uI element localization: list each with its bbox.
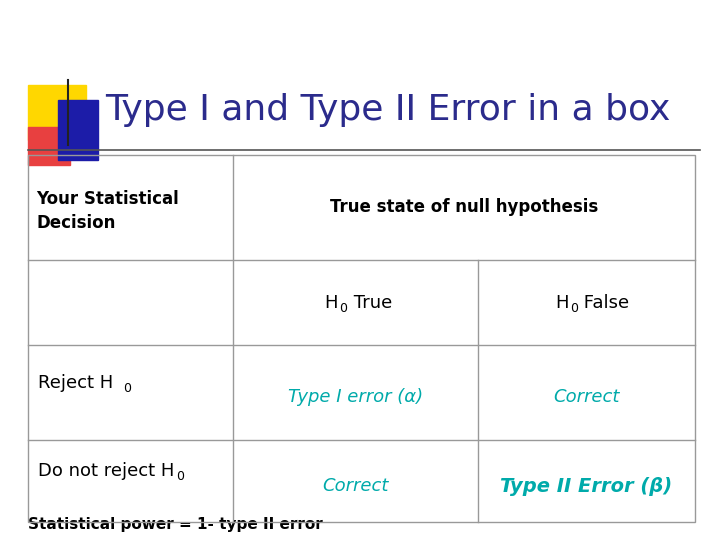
Text: Decision: Decision xyxy=(36,214,115,233)
Text: 0: 0 xyxy=(570,302,578,315)
Text: Statistical power = 1- type II error: Statistical power = 1- type II error xyxy=(28,517,323,532)
Text: H: H xyxy=(555,294,569,312)
Bar xyxy=(28,85,86,140)
Bar xyxy=(28,127,70,165)
Bar xyxy=(58,100,98,160)
Bar xyxy=(28,155,695,522)
Text: Type I and Type II Error in a box: Type I and Type II Error in a box xyxy=(105,93,670,127)
Text: 0: 0 xyxy=(176,470,184,483)
Text: 0: 0 xyxy=(123,382,131,395)
Text: True state of null hypothesis: True state of null hypothesis xyxy=(330,199,598,217)
Text: Correct: Correct xyxy=(323,477,389,495)
Text: False: False xyxy=(578,294,629,312)
Text: Reject H: Reject H xyxy=(38,374,113,391)
Text: Type I error (α): Type I error (α) xyxy=(288,388,423,407)
Text: Correct: Correct xyxy=(553,388,620,407)
Text: 0: 0 xyxy=(340,302,348,315)
Text: Type II Error (β): Type II Error (β) xyxy=(500,476,672,496)
Text: True: True xyxy=(348,294,392,312)
Text: Your Statistical: Your Statistical xyxy=(36,191,179,208)
Text: H: H xyxy=(324,294,338,312)
Text: Do not reject H: Do not reject H xyxy=(38,462,174,480)
